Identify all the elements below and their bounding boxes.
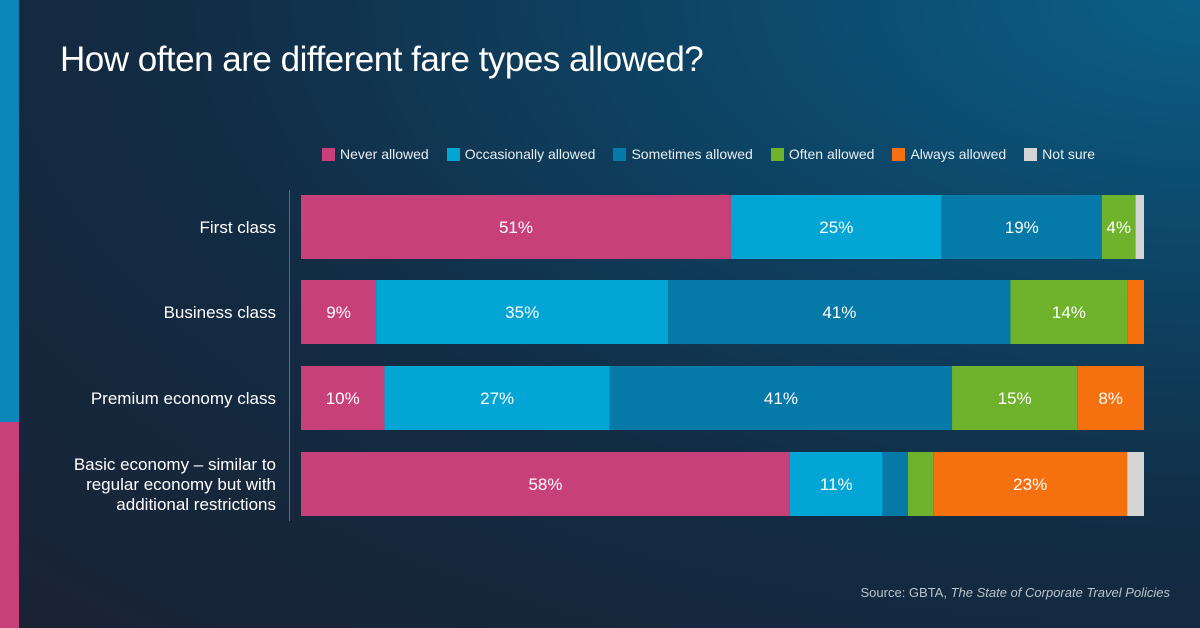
category-label-line: regular economy but with bbox=[86, 475, 276, 494]
data-label: 10% bbox=[326, 389, 360, 408]
bar-segment bbox=[882, 452, 908, 516]
bar-segment bbox=[668, 280, 1011, 344]
source-prefix: Source: GBTA, bbox=[860, 585, 951, 600]
category-label-line: First class bbox=[200, 218, 277, 237]
legend-swatch bbox=[770, 147, 784, 161]
bar-segment bbox=[952, 366, 1078, 430]
bar-segment bbox=[789, 452, 883, 516]
bar-segment bbox=[301, 280, 377, 344]
data-label: 35% bbox=[505, 303, 539, 322]
category-label: Business class bbox=[164, 303, 276, 322]
legend-item: Not sure bbox=[1024, 146, 1095, 162]
category-label: Premium economy class bbox=[91, 389, 276, 408]
legend-item: Always allowed bbox=[892, 146, 1006, 162]
bar-segment bbox=[301, 195, 731, 259]
bar-segment bbox=[376, 280, 669, 344]
data-label: 14% bbox=[1052, 303, 1086, 322]
legend-label: Sometimes allowed bbox=[631, 146, 753, 162]
legend-swatch bbox=[613, 147, 627, 161]
data-label: 41% bbox=[764, 389, 798, 408]
data-label: 19% bbox=[1005, 218, 1039, 237]
legend-label: Always allowed bbox=[910, 146, 1007, 162]
accent-bar-blue bbox=[0, 0, 19, 422]
chart-legend: Never allowed Occasionally allowed Sometim… bbox=[322, 146, 1113, 162]
data-label: 51% bbox=[499, 218, 533, 237]
category-label-line: Basic economy – similar to bbox=[74, 455, 276, 474]
legend-swatch bbox=[1024, 147, 1038, 161]
category-axis-line bbox=[289, 190, 290, 521]
data-label: 4% bbox=[1106, 218, 1131, 237]
bar-segment bbox=[301, 366, 385, 430]
bar-segment bbox=[941, 195, 1102, 259]
source-note: Source: GBTA, The State of Corporate Tra… bbox=[861, 585, 1171, 600]
bar-segment bbox=[1127, 452, 1144, 516]
chart-title: How often are different fare types allow… bbox=[60, 40, 704, 79]
legend-label: Occasionally allowed bbox=[464, 146, 596, 162]
bar-segment bbox=[1077, 366, 1144, 430]
bar-segment bbox=[301, 452, 790, 516]
data-label: 58% bbox=[528, 475, 562, 494]
legend-item: Never allowed bbox=[322, 146, 429, 162]
legend-label: Not sure bbox=[1042, 146, 1096, 162]
data-label: 15% bbox=[998, 389, 1032, 408]
legend-item: Occasionally allowed bbox=[446, 146, 596, 162]
legend-swatch bbox=[322, 147, 335, 161]
bar-segment bbox=[933, 452, 1128, 516]
data-label: 11% bbox=[820, 475, 853, 494]
data-label: 23% bbox=[1013, 475, 1047, 494]
data-label: 41% bbox=[822, 303, 856, 322]
bar-segment bbox=[1127, 280, 1144, 344]
data-label: 27% bbox=[480, 389, 514, 408]
data-label: 9% bbox=[326, 303, 351, 322]
category-label: Basic economy – similar to regular econom… bbox=[74, 455, 276, 514]
category-label: First class bbox=[200, 218, 277, 237]
legend-swatch bbox=[446, 147, 460, 161]
category-label-line: additional restrictions bbox=[116, 495, 276, 514]
legend-item: Often allowed bbox=[770, 146, 875, 162]
bar-segment bbox=[907, 452, 934, 516]
category-label-line: Premium economy class bbox=[91, 389, 276, 408]
accent-bar-pink bbox=[0, 422, 19, 628]
bar-segment bbox=[730, 195, 942, 259]
category-label-line: Business class bbox=[164, 303, 276, 322]
bar-segment bbox=[1101, 195, 1136, 259]
bar-segment bbox=[609, 366, 953, 430]
legend-item: Sometimes allowed bbox=[613, 146, 753, 162]
legend-label: Often allowed bbox=[788, 146, 875, 162]
source-publication: The State of Corporate Travel Policies bbox=[950, 585, 1170, 600]
bar-segment bbox=[1010, 280, 1128, 344]
legend-label: Never allowed bbox=[340, 146, 429, 162]
legend-swatch bbox=[892, 147, 906, 161]
data-label: 25% bbox=[819, 218, 853, 237]
data-label: 8% bbox=[1098, 389, 1123, 408]
bar-segment bbox=[384, 366, 610, 430]
bar-segment bbox=[1135, 195, 1144, 259]
